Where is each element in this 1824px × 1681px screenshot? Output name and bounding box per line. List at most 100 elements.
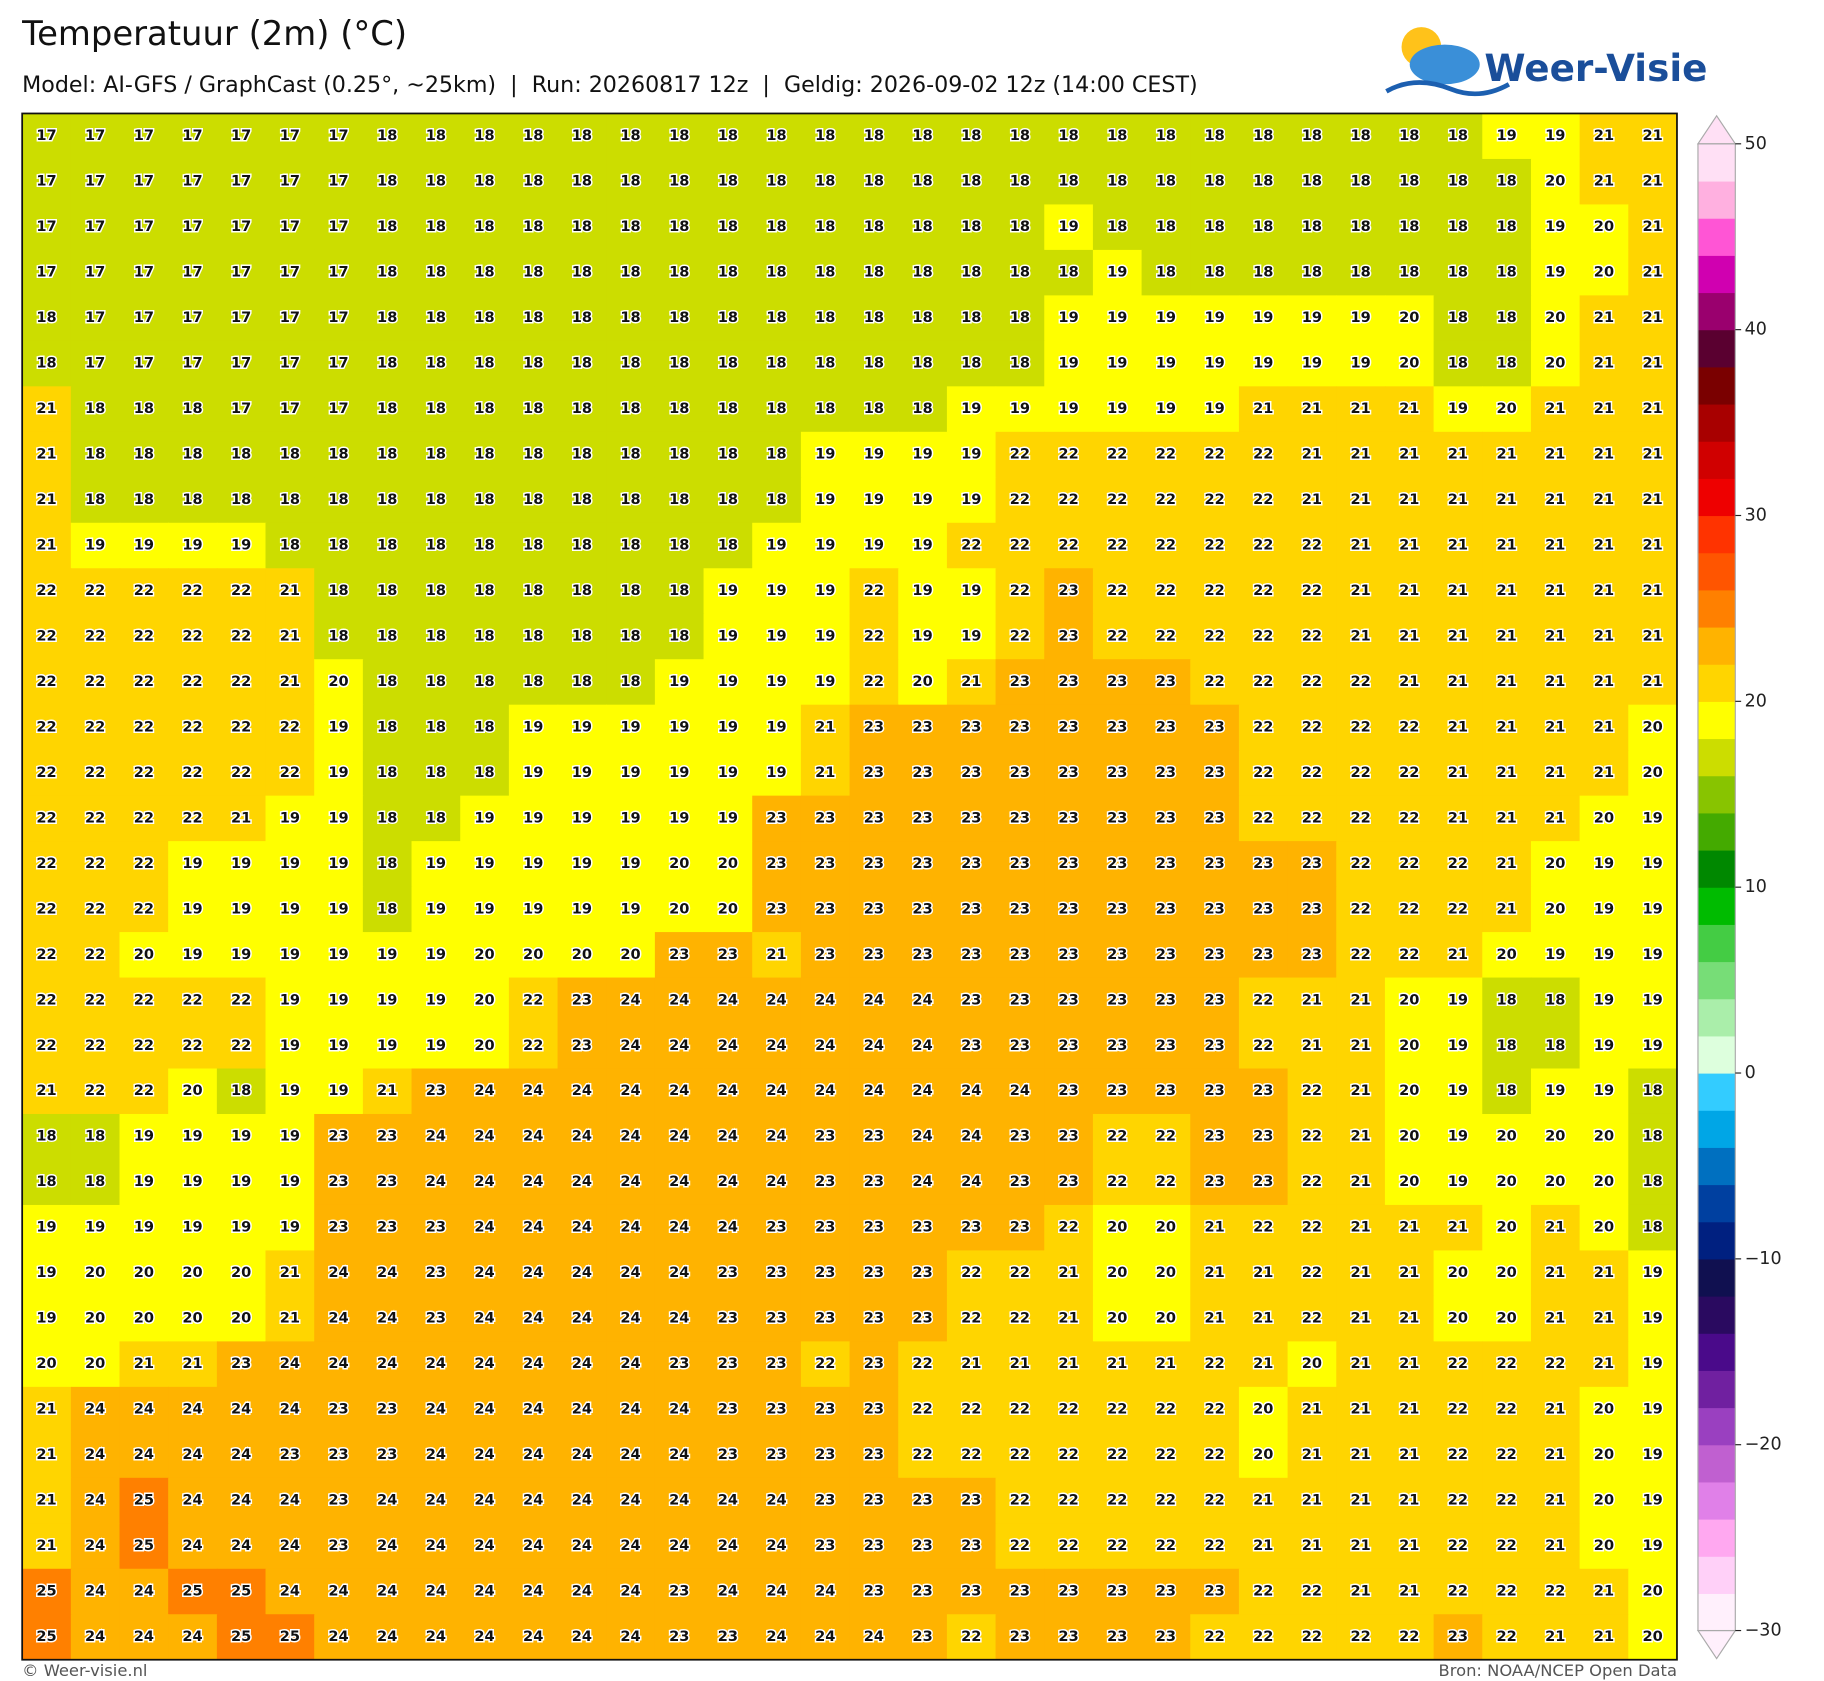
temperature-cell <box>898 1386 948 1434</box>
temperature-cell <box>898 886 948 933</box>
temperature-label: 24 <box>718 1219 738 1236</box>
temperature-label: 24 <box>864 991 884 1008</box>
temperature-cell <box>168 1250 218 1297</box>
temperature-cell <box>1190 340 1240 388</box>
temperature-label: 18 <box>912 309 932 326</box>
temperature-cell <box>1044 295 1094 342</box>
temperature-label: 18 <box>912 173 932 190</box>
temperature-label: 23 <box>718 1310 738 1327</box>
temperature-cell <box>703 340 753 388</box>
temperature-cell <box>460 1204 510 1252</box>
temperature-cell <box>752 1523 802 1570</box>
temperature-label: 21 <box>1253 1355 1273 1372</box>
temperature-cell <box>119 1023 169 1070</box>
temperature-cell <box>1044 886 1094 933</box>
temperature-cell <box>22 204 72 251</box>
temperature-label: 22 <box>1496 1401 1516 1418</box>
temperature-label: 18 <box>1156 173 1176 190</box>
temperature-cell <box>1336 1159 1386 1206</box>
temperature-cell <box>1579 1568 1629 1615</box>
temperature-label: 18 <box>1448 127 1468 144</box>
temperature-label: 18 <box>328 537 348 554</box>
temperature-label: 20 <box>36 1355 56 1372</box>
temperature-cell <box>752 295 802 342</box>
temperature-cell <box>508 977 559 1024</box>
temperature-label: 24 <box>474 1537 494 1554</box>
temperature-label: 18 <box>1399 173 1419 190</box>
temperature-label: 18 <box>377 900 397 917</box>
temperature-cell <box>1190 158 1240 206</box>
temperature-label: 18 <box>766 491 786 508</box>
temperature-label: 18 <box>36 1128 56 1145</box>
temperature-cell <box>946 750 997 797</box>
temperature-cell <box>1287 340 1337 388</box>
temperature-cell <box>1384 249 1435 297</box>
temperature-cell <box>1044 750 1094 797</box>
temperature-cell <box>1628 249 1678 297</box>
temperature-cell <box>508 704 559 751</box>
temperature-label: 19 <box>328 809 348 826</box>
temperature-label: 18 <box>377 764 397 781</box>
temperature-label: 18 <box>961 355 981 372</box>
temperature-label: 21 <box>1642 127 1662 144</box>
temperature-label: 19 <box>572 809 592 826</box>
temperature-cell <box>70 1023 121 1070</box>
temperature-label: 21 <box>1302 491 1322 508</box>
temperature-label: 22 <box>1302 1173 1322 1190</box>
temperature-label: 22 <box>1253 673 1273 690</box>
temperature-label: 20 <box>1545 855 1565 872</box>
temperature-cell <box>849 1523 899 1570</box>
temperature-cell <box>1238 1523 1289 1570</box>
temperature-cell <box>1092 1477 1143 1524</box>
temperature-label: 23 <box>766 900 786 917</box>
temperature-cell <box>849 295 899 342</box>
temperature-label: 19 <box>669 718 689 735</box>
temperature-label: 18 <box>280 446 300 463</box>
temperature-cell <box>1384 704 1435 751</box>
temperature-label: 18 <box>474 127 494 144</box>
temperature-cell <box>362 932 413 979</box>
temperature-cell <box>898 204 948 251</box>
temperature-cell <box>314 1614 364 1661</box>
temperature-cell <box>1336 386 1386 433</box>
temperature-label: 18 <box>85 1128 105 1145</box>
temperature-cell <box>265 1068 315 1115</box>
temperature-cell <box>1579 795 1629 842</box>
temperature-cell <box>1433 1204 1483 1252</box>
temperature-label: 18 <box>572 355 592 372</box>
colorbar-segment <box>1697 1110 1736 1148</box>
temperature-label: 17 <box>182 355 202 372</box>
temperature-cell <box>1628 1341 1678 1388</box>
temperature-cell <box>70 340 121 388</box>
temperature-cell <box>1092 249 1143 297</box>
temperature-cell <box>265 1432 315 1479</box>
temperature-cell <box>1530 659 1581 706</box>
temperature-label: 21 <box>36 400 56 417</box>
temperature-label: 22 <box>1107 1128 1127 1145</box>
temperature-label: 21 <box>1594 537 1614 554</box>
temperature-label: 21 <box>1350 1492 1370 1509</box>
temperature-label: 18 <box>426 491 446 508</box>
temperature-cell <box>1044 1159 1094 1206</box>
temperature-label: 21 <box>1545 764 1565 781</box>
temperature-cell <box>411 1113 461 1161</box>
temperature-label: 21 <box>1399 1492 1419 1509</box>
temperature-label: 22 <box>1253 718 1273 735</box>
temperature-label: 19 <box>766 582 786 599</box>
temperature-cell <box>1384 659 1435 706</box>
temperature-label: 22 <box>1010 1446 1030 1463</box>
temperature-label: 23 <box>766 1219 786 1236</box>
temperature-label: 18 <box>1010 218 1030 235</box>
temperature-cell <box>946 1159 997 1206</box>
temperature-cell <box>460 1341 510 1388</box>
temperature-cell <box>946 249 997 297</box>
temperature-label: 24 <box>280 1355 300 1372</box>
temperature-cell <box>22 1159 72 1206</box>
temperature-label: 23 <box>1107 764 1127 781</box>
temperature-label: 19 <box>1448 1037 1468 1054</box>
temperature-label: 18 <box>718 309 738 326</box>
temperature-label: 19 <box>182 946 202 963</box>
temperature-label: 22 <box>1448 1355 1468 1372</box>
temperature-cell <box>1092 1250 1143 1297</box>
colorbar-segment <box>1697 1035 1736 1074</box>
